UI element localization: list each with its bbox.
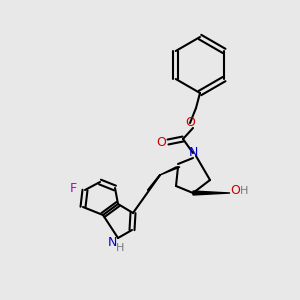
Text: O: O (230, 184, 240, 197)
Text: H: H (240, 186, 248, 196)
Text: H: H (116, 243, 124, 253)
Text: N: N (107, 236, 117, 248)
Text: O: O (185, 116, 195, 130)
Polygon shape (193, 191, 230, 195)
Polygon shape (160, 167, 180, 175)
Text: O: O (156, 136, 166, 148)
Text: N: N (188, 146, 198, 158)
Text: F: F (69, 182, 76, 194)
